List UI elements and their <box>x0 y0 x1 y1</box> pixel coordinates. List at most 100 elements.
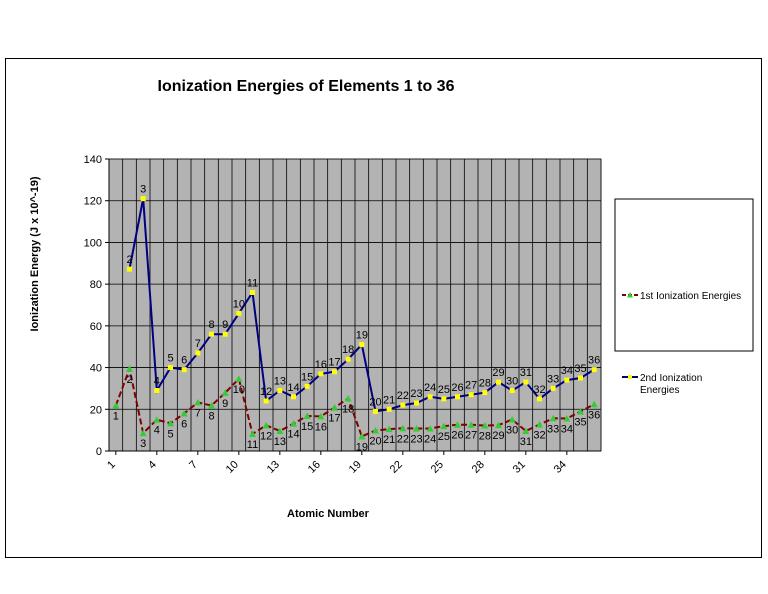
data-label: 6 <box>181 355 187 367</box>
data-label: 28 <box>479 378 491 390</box>
data-point <box>235 375 243 382</box>
data-label: 7 <box>195 407 201 419</box>
data-point <box>427 394 433 400</box>
data-label: 26 <box>451 430 463 442</box>
data-point <box>126 365 133 372</box>
data-label: 21 <box>383 434 395 446</box>
data-point <box>290 420 297 427</box>
chart-title: Ionization Energies of Elements 1 to 36 <box>158 78 455 95</box>
data-point <box>385 425 393 433</box>
data-point <box>277 388 283 394</box>
data-label: 36 <box>588 355 600 367</box>
data-point <box>249 430 256 437</box>
data-label: 10 <box>233 298 245 310</box>
data-point <box>441 396 447 402</box>
data-point <box>455 394 460 400</box>
y-tick-label: 120 <box>84 196 102 208</box>
data-point <box>318 371 324 377</box>
data-label: 5 <box>167 428 173 440</box>
data-label: 18 <box>342 344 354 356</box>
y-axis: 0 20 40 60 80 100 120 140 <box>84 154 110 458</box>
data-label: 26 <box>451 382 463 394</box>
data-point <box>454 421 461 428</box>
x-tick-label: 7 <box>187 459 200 472</box>
y-tick-label: 140 <box>84 154 102 166</box>
data-label: 36 <box>588 409 600 421</box>
data-label: 19 <box>356 330 368 342</box>
data-label: 9 <box>222 398 228 410</box>
data-label: 12 <box>260 386 272 398</box>
y-tick-label: 40 <box>90 363 102 375</box>
legend: 1st Ionization Energies 2nd Ionization Ene… <box>614 198 754 396</box>
data-label: 24 <box>424 433 436 445</box>
data-label: 17 <box>328 357 340 369</box>
data-point <box>414 400 419 406</box>
data-point <box>331 404 338 411</box>
data-point <box>221 389 229 396</box>
data-label: 15 <box>301 371 313 383</box>
x-tick-label: 13 <box>265 459 282 476</box>
data-point <box>208 402 215 409</box>
y-tick-label: 20 <box>90 404 102 416</box>
legend-item-1: 1st Ionization Energies <box>622 291 741 302</box>
data-label: 12 <box>260 430 272 442</box>
data-point <box>496 379 501 385</box>
data-label: 30 <box>506 376 518 388</box>
data-point <box>426 424 434 432</box>
data-label: 33 <box>547 423 559 435</box>
data-label: 11 <box>247 277 258 289</box>
data-label: 11 <box>247 439 258 451</box>
data-point <box>344 394 352 402</box>
plot-area <box>108 158 602 452</box>
data-label: 8 <box>208 411 214 423</box>
data-label: 9 <box>222 319 228 331</box>
data-point <box>577 408 584 415</box>
data-label: 35 <box>574 363 586 375</box>
data-label: 33 <box>547 373 559 385</box>
data-point <box>317 412 325 420</box>
legend-marker <box>628 375 632 379</box>
data-point <box>440 422 448 430</box>
data-label: 22 <box>397 390 409 402</box>
data-point <box>127 266 132 272</box>
data-label: 21 <box>383 394 395 406</box>
data-point <box>590 400 598 408</box>
data-point <box>181 367 187 373</box>
data-point <box>550 385 556 391</box>
data-point <box>112 402 120 409</box>
data-point <box>195 350 201 356</box>
data-label: 16 <box>315 359 327 371</box>
data-label: 22 <box>397 433 409 445</box>
data-point <box>209 331 214 337</box>
data-label: 20 <box>369 396 381 408</box>
data-label: 14 <box>287 429 299 441</box>
data-point <box>536 421 543 428</box>
data-point <box>482 390 488 396</box>
data-point <box>262 421 270 429</box>
x-tick-label: 16 <box>306 459 323 476</box>
chart-frame: Ionization Energies of Elements 1 to 36 … <box>5 58 762 558</box>
data-label: 19 <box>356 441 368 453</box>
data-label: 34 <box>561 365 573 377</box>
y-tick-label: 80 <box>90 279 102 291</box>
legend-marker <box>627 292 633 298</box>
data-label: 25 <box>438 431 450 443</box>
y-tick-label: 60 <box>90 321 102 333</box>
data-label: 5 <box>167 353 173 365</box>
x-tick-label: 10 <box>224 459 241 476</box>
data-point <box>276 427 284 434</box>
data-point <box>263 398 269 404</box>
data-label: 23 <box>410 388 422 400</box>
data-label: 3 <box>140 184 146 196</box>
data-point <box>236 310 242 316</box>
data-point <box>168 365 173 371</box>
data-point <box>468 392 474 398</box>
data-label: 15 <box>301 421 313 433</box>
data-label: 18 <box>342 403 354 415</box>
data-label: 4 <box>154 376 160 388</box>
line-chart: Ionization Energies of Elements 1 to 36 … <box>29 78 754 520</box>
data-label: 34 <box>561 423 573 435</box>
data-point <box>180 409 188 417</box>
data-label: 4 <box>154 425 160 437</box>
